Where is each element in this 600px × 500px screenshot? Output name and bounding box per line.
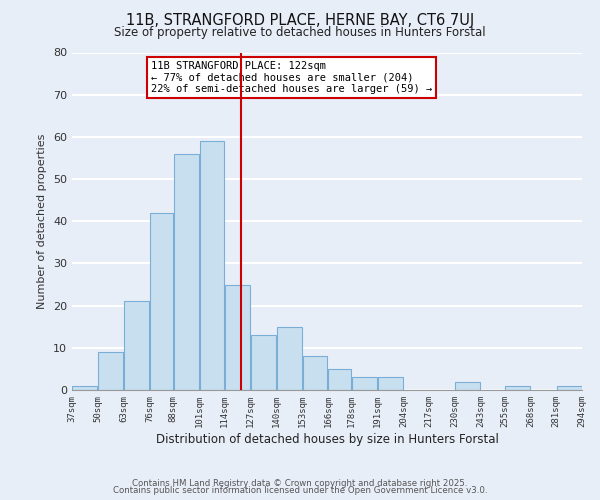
Text: 11B, STRANGFORD PLACE, HERNE BAY, CT6 7UJ: 11B, STRANGFORD PLACE, HERNE BAY, CT6 7U… [126, 12, 474, 28]
Bar [150, 213, 173, 390]
Bar [378, 378, 403, 390]
Bar [505, 386, 530, 390]
Text: Contains HM Land Registry data © Crown copyright and database right 2025.: Contains HM Land Registry data © Crown c… [132, 478, 468, 488]
Bar [98, 352, 123, 390]
Bar [455, 382, 480, 390]
Bar [225, 284, 250, 390]
X-axis label: Distribution of detached houses by size in Hunters Forstal: Distribution of detached houses by size … [155, 432, 499, 446]
Bar [73, 386, 97, 390]
Y-axis label: Number of detached properties: Number of detached properties [37, 134, 47, 309]
Text: 11B STRANGFORD PLACE: 122sqm
← 77% of detached houses are smaller (204)
22% of s: 11B STRANGFORD PLACE: 122sqm ← 77% of de… [151, 61, 432, 94]
Bar [328, 369, 352, 390]
Bar [251, 335, 276, 390]
Bar [302, 356, 328, 390]
Bar [174, 154, 199, 390]
Bar [277, 326, 302, 390]
Text: Size of property relative to detached houses in Hunters Forstal: Size of property relative to detached ho… [114, 26, 486, 39]
Text: Contains public sector information licensed under the Open Government Licence v3: Contains public sector information licen… [113, 486, 487, 495]
Bar [352, 378, 377, 390]
Bar [124, 302, 149, 390]
Bar [557, 386, 581, 390]
Bar [200, 141, 224, 390]
